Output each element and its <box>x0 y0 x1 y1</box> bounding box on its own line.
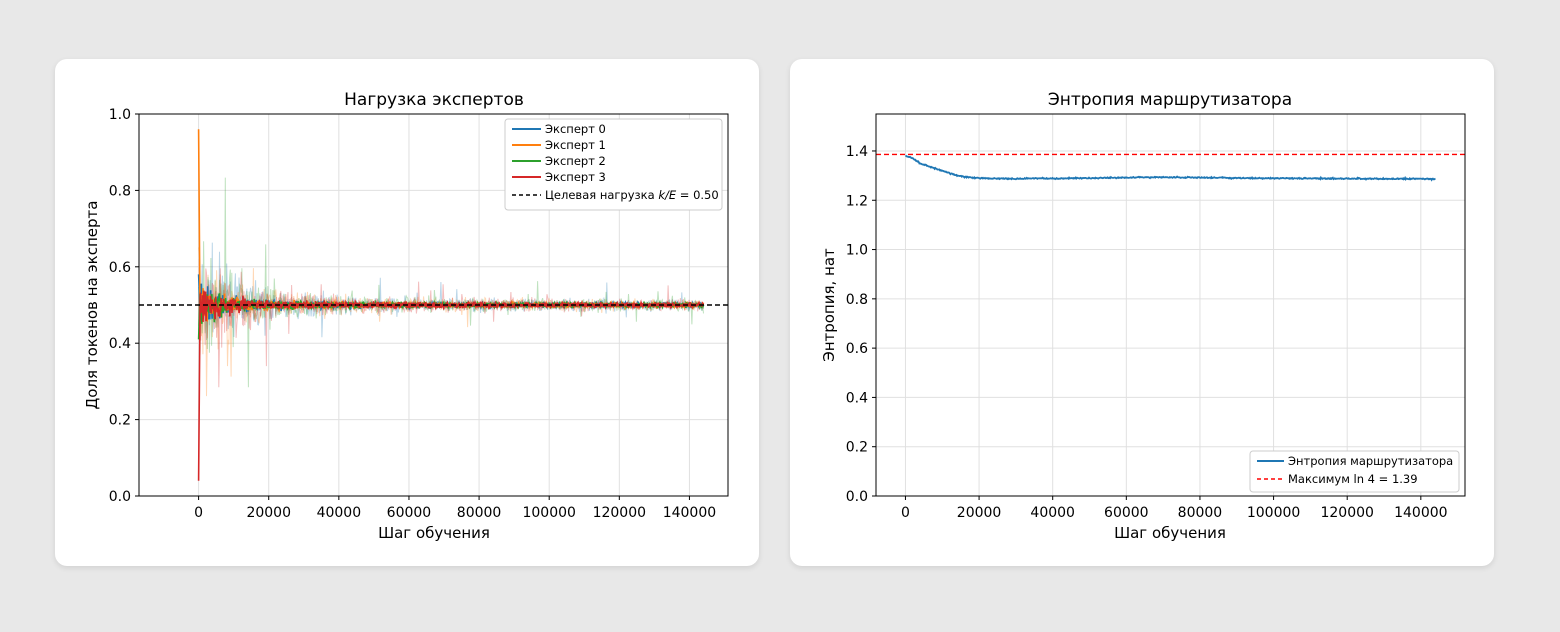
x-tick-label: 0 <box>194 505 203 521</box>
plot-frame <box>138 113 729 497</box>
y-tick-label: 0.8 <box>846 292 868 308</box>
ytick-layer: 0.0 0.2 0.4 0.6 0.8 1.0 1.2 1.4 <box>846 144 876 505</box>
ytick-layer: 0.0 0.2 0.4 0.6 0.8 1.0 <box>109 107 139 505</box>
legend-max-prefix: Максимум <box>1288 472 1354 486</box>
y-tick-label: 0.6 <box>109 260 131 276</box>
x-tick-label: 100000 <box>522 505 575 521</box>
grid-layer <box>876 114 1465 497</box>
router-entropy-chart: 0 20000 40000 60000 80000 100000 120000 140000 … <box>820 90 1466 542</box>
expert-load-chart: 0 20000 40000 60000 80000 100000 120000 140000 … <box>83 90 729 542</box>
x-axis-label: Шаг обучения <box>378 524 490 542</box>
y-tick-label: 0.0 <box>109 489 131 505</box>
x-tick-label: 0 <box>901 505 910 521</box>
x-tick-label: 60000 <box>387 505 432 521</box>
raw-trace-expert-1 <box>198 247 704 397</box>
legend-label-expert-0: Эксперт 0 <box>545 122 606 136</box>
legend-box <box>504 118 723 211</box>
y-tick-label: 0.2 <box>846 440 868 456</box>
legend: Энтропия маршрутизатора Максимум ln 4 = … <box>1249 450 1460 493</box>
x-tick-label: 40000 <box>1030 505 1075 521</box>
x-tick-label: 20000 <box>957 505 1002 521</box>
y-tick-label: 0.0 <box>846 489 868 505</box>
legend-max-formula: ln 4 <box>1354 472 1375 486</box>
legend-label-expert-1: Эксперт 1 <box>545 138 606 152</box>
router-entropy-card: 0 20000 40000 60000 80000 100000 120000 140000 … <box>790 59 1494 566</box>
legend-label-expert-2: Эксперт 2 <box>545 154 606 168</box>
y-axis-label: Доля токенов на эксперта <box>83 201 101 410</box>
series-line-entropy <box>904 154 1436 182</box>
legend-label-target: Целевая нагрузка k/E = 0.50 <box>545 188 719 202</box>
series-layer <box>876 153 1465 182</box>
plot-frame <box>875 113 1466 497</box>
legend-target-prefix: Целевая нагрузка <box>545 188 658 202</box>
y-tick-label: 1.2 <box>846 193 868 209</box>
legend-label-expert-3: Эксперт 3 <box>545 170 606 184</box>
y-axis-label: Энтропия, нат <box>820 248 838 362</box>
x-tick-label: 120000 <box>1320 505 1373 521</box>
x-axis-label: Шаг обучения <box>1114 524 1226 542</box>
legend-label-max: Максимум ln 4 = 1.39 <box>1288 472 1418 486</box>
legend-max-suffix: = 1.39 <box>1375 472 1418 486</box>
expert-load-card: 0 20000 40000 60000 80000 100000 120000 140000 … <box>55 59 759 566</box>
y-tick-label: 0.4 <box>846 390 868 406</box>
y-tick-label: 0.2 <box>109 413 131 429</box>
x-tick-label: 40000 <box>317 505 362 521</box>
y-tick-label: 0.4 <box>109 336 131 352</box>
y-tick-label: 1.0 <box>109 107 131 123</box>
x-tick-label: 120000 <box>593 505 646 521</box>
xtick-layer: 0 20000 40000 60000 80000 100000 120000 140000 <box>901 496 1448 521</box>
xtick-layer: 0 20000 40000 60000 80000 100000 120000 140000 <box>194 496 716 521</box>
x-tick-label: 80000 <box>457 505 502 521</box>
x-tick-label: 140000 <box>1394 505 1447 521</box>
y-tick-label: 1.4 <box>846 144 868 160</box>
x-tick-label: 20000 <box>246 505 291 521</box>
x-tick-label: 100000 <box>1247 505 1300 521</box>
legend-target-suffix: = 0.50 <box>676 188 719 202</box>
x-tick-label: 140000 <box>663 505 716 521</box>
legend: Эксперт 0 Эксперт 1 Эксперт 2 Эксперт 3 … <box>504 118 723 211</box>
legend-label-entropy: Энтропия маршрутизатора <box>1288 454 1453 468</box>
y-tick-label: 0.6 <box>846 341 868 357</box>
legend-target-formula: k/E <box>658 188 677 202</box>
chart-title: Энтропия маршрутизатора <box>1048 90 1292 110</box>
series-layer <box>139 129 728 481</box>
x-tick-label: 80000 <box>1178 505 1223 521</box>
raw-trace-expert-3 <box>198 258 704 388</box>
legend-box <box>1249 450 1460 493</box>
chart-title: Нагрузка экспертов <box>344 90 524 110</box>
x-tick-label: 60000 <box>1104 505 1149 521</box>
series-line-expert-3 <box>197 290 705 481</box>
y-tick-label: 0.8 <box>109 183 131 199</box>
y-tick-label: 1.0 <box>846 243 868 259</box>
